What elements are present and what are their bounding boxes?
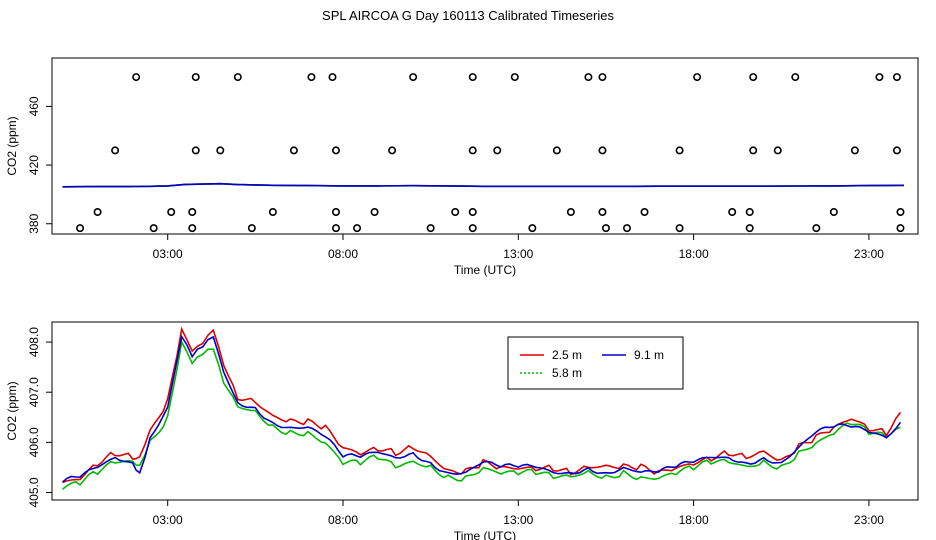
y-axis-label: CO2 (ppm): [5, 381, 19, 440]
y-tick-label: 405.0: [27, 477, 41, 507]
data-point: [566, 208, 575, 217]
data-point: [598, 146, 607, 155]
panel-1: [46, 57, 919, 240]
data-point: [675, 146, 684, 155]
data-point: [829, 208, 838, 217]
y-tick-label: 460: [27, 96, 41, 116]
x-tick-label: 13:00: [503, 513, 533, 527]
x-tick-label: 03:00: [153, 513, 183, 527]
data-point: [850, 146, 859, 155]
data-point: [528, 224, 537, 233]
data-point: [233, 73, 242, 82]
data-point: [409, 73, 418, 82]
plot-frame: [51, 321, 919, 501]
data-point: [76, 224, 85, 233]
x-tick-label: 13:00: [503, 247, 533, 261]
data-point: [510, 73, 519, 82]
data-point: [598, 73, 607, 82]
data-point: [693, 73, 702, 82]
data-point: [307, 73, 316, 82]
data-point: [328, 73, 337, 82]
data-point: [191, 73, 200, 82]
y-tick-label: 408.0: [27, 327, 41, 357]
data-point: [111, 146, 120, 155]
data-point: [749, 146, 758, 155]
data-point: [745, 208, 754, 217]
series-line-58m: [62, 339, 901, 490]
data-point: [892, 73, 901, 82]
y-tick-label: 407.0: [27, 377, 41, 407]
data-point: [468, 73, 477, 82]
x-tick-label: 08:00: [328, 513, 358, 527]
data-point: [188, 208, 197, 217]
data-point: [791, 73, 800, 82]
y-tick-label: 420: [27, 155, 41, 175]
data-point: [468, 224, 477, 233]
data-point: [132, 73, 141, 82]
data-point: [892, 146, 901, 155]
data-point: [331, 208, 340, 217]
data-point: [426, 224, 435, 233]
data-point: [247, 224, 256, 233]
x-axis-label: Time (UTC): [454, 263, 516, 277]
data-point: [268, 208, 277, 217]
data-point: [388, 146, 397, 155]
y-tick-label: 406.0: [27, 427, 41, 457]
data-point: [622, 224, 631, 233]
data-point: [812, 224, 821, 233]
data-layer: [61, 326, 902, 490]
data-point: [601, 224, 610, 233]
data-point: [468, 146, 477, 155]
data-point: [728, 208, 737, 217]
data-point: [149, 224, 158, 233]
data-point: [331, 224, 340, 233]
y-tick-label: 380: [27, 213, 41, 233]
x-tick-label: 03:00: [153, 247, 183, 261]
data-point: [331, 146, 340, 155]
legend-box: [507, 336, 684, 390]
y-axis-label: CO2 (ppm): [5, 116, 19, 175]
x-tick-label: 23:00: [854, 247, 884, 261]
series-line-91m: [61, 334, 902, 483]
data-point: [896, 224, 905, 233]
data-point: [875, 73, 884, 82]
data-point: [353, 224, 362, 233]
legend-label: 9.1 m: [634, 348, 664, 362]
data-point: [675, 224, 684, 233]
data-point: [216, 146, 225, 155]
x-axis-label: Time (UTC): [454, 529, 516, 540]
legend: [507, 336, 684, 390]
data-point: [640, 208, 649, 217]
panel-2: [46, 321, 919, 506]
data-point: [188, 224, 197, 233]
data-point: [745, 224, 754, 233]
data-point: [468, 208, 477, 217]
data-point: [896, 208, 905, 217]
data-point: [493, 146, 502, 155]
plot-frame: [51, 57, 919, 235]
legend-label: 2.5 m: [552, 348, 582, 362]
data-point: [773, 146, 782, 155]
series-line-91m: [62, 182, 905, 188]
data-point: [552, 146, 561, 155]
data-point: [167, 208, 176, 217]
x-tick-label: 23:00: [854, 513, 884, 527]
data-point: [584, 73, 593, 82]
x-tick-label: 08:00: [328, 247, 358, 261]
data-point: [451, 208, 460, 217]
data-point: [93, 208, 102, 217]
legend-label: 5.8 m: [552, 366, 582, 380]
series-line-25m: [62, 326, 902, 484]
x-tick-label: 18:00: [679, 247, 709, 261]
page-title: SPL AIRCOA G Day 160113 Calibrated Times…: [322, 8, 614, 23]
data-point: [598, 208, 607, 217]
data-layer: [62, 73, 905, 233]
data-point: [289, 146, 298, 155]
data-point: [370, 208, 379, 217]
data-point: [191, 146, 200, 155]
data-point: [749, 73, 758, 82]
x-tick-label: 18:00: [679, 513, 709, 527]
